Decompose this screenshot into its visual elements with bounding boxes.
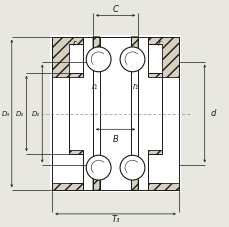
Text: D₁: D₁ xyxy=(32,111,40,116)
Text: T₃: T₃ xyxy=(111,215,119,224)
Polygon shape xyxy=(148,37,178,77)
Polygon shape xyxy=(52,37,82,77)
Text: C: C xyxy=(112,5,118,14)
Text: r: r xyxy=(72,39,75,48)
Circle shape xyxy=(120,155,144,180)
Polygon shape xyxy=(131,161,138,190)
Text: D₂: D₂ xyxy=(16,111,24,116)
Circle shape xyxy=(86,47,111,72)
Polygon shape xyxy=(52,150,82,190)
Text: d: d xyxy=(209,109,215,118)
Polygon shape xyxy=(93,161,99,190)
Circle shape xyxy=(120,47,144,72)
Polygon shape xyxy=(131,37,138,66)
Polygon shape xyxy=(148,150,178,190)
Text: D₃: D₃ xyxy=(1,111,9,116)
Bar xyxy=(50,35,180,192)
Text: r₁: r₁ xyxy=(132,82,138,91)
Text: r₁: r₁ xyxy=(92,82,98,91)
Circle shape xyxy=(86,155,111,180)
Text: B: B xyxy=(112,135,118,144)
Text: r: r xyxy=(157,39,161,48)
Polygon shape xyxy=(93,37,99,66)
